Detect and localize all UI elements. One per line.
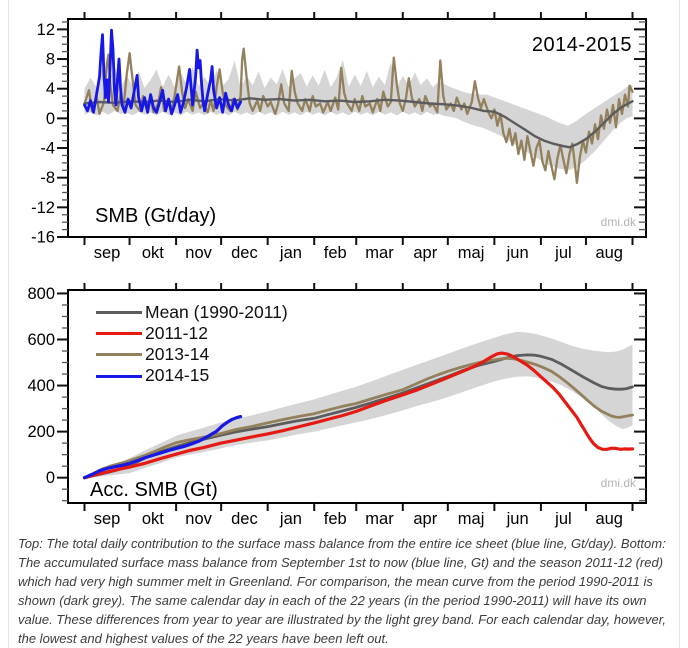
y-tick-label: 0 bbox=[46, 110, 55, 128]
month-label: jun bbox=[506, 244, 529, 262]
daily-smb-chart: -16 -12 -8 -4 0 4 8 12 sep okt nov dec jan feb mar apr m… bbox=[31, 12, 647, 262]
month-label: dec bbox=[231, 244, 258, 262]
season-label: 2014-2015 bbox=[531, 34, 632, 56]
dmi-watermark: dmi.dk bbox=[600, 476, 636, 490]
month-label: nov bbox=[185, 510, 212, 528]
y-tick-label: 600 bbox=[27, 331, 55, 349]
figure-caption: Top: The total daily contribution to the… bbox=[18, 536, 666, 646]
legend-item: 2014-15 bbox=[96, 366, 288, 387]
month-label: sep bbox=[94, 510, 121, 528]
month-label: apr bbox=[413, 510, 437, 528]
y-tick-label: 8 bbox=[46, 51, 55, 69]
legend-line-swatch bbox=[96, 332, 142, 336]
y-tick-label: -8 bbox=[40, 169, 55, 187]
month-label: okt bbox=[142, 244, 164, 262]
series-line-2013-14 bbox=[83, 356, 634, 480]
series-line-2014-15 bbox=[82, 415, 243, 480]
y-tick-label: -4 bbox=[40, 140, 55, 158]
top-axis-title: SMB (Gt/day) bbox=[95, 205, 217, 227]
y-tick-label: 400 bbox=[27, 377, 55, 395]
band-range-1990-2011 bbox=[84, 331, 633, 478]
y-tick-label: 800 bbox=[27, 285, 55, 303]
month-label: dec bbox=[231, 510, 258, 528]
month-label: okt bbox=[142, 510, 164, 528]
month-label: maj bbox=[458, 510, 485, 528]
legend: Mean (1990-2011) 2011-12 2013-14 2014-15 bbox=[96, 302, 288, 387]
month-label: jan bbox=[279, 510, 302, 528]
legend-label: 2011-12 bbox=[145, 323, 208, 344]
month-label: mar bbox=[365, 244, 394, 262]
month-label: aug bbox=[595, 244, 623, 262]
y-tick-label: 200 bbox=[27, 423, 55, 441]
month-label: nov bbox=[185, 244, 212, 262]
month-label: jan bbox=[279, 244, 302, 262]
legend-label: 2014-15 bbox=[145, 365, 210, 386]
month-label: jun bbox=[506, 510, 529, 528]
legend-label: 2013-14 bbox=[145, 344, 210, 365]
month-label: feb bbox=[324, 244, 347, 262]
month-label: jul bbox=[554, 510, 572, 528]
legend-item: 2011-12 bbox=[96, 323, 288, 344]
band-range-1990-2011 bbox=[84, 59, 633, 171]
legend-line-swatch bbox=[96, 374, 142, 378]
y-tick-label: 0 bbox=[46, 469, 55, 487]
bottom-axis-title: Acc. SMB (Gt) bbox=[90, 479, 218, 501]
month-label: aug bbox=[595, 510, 623, 528]
acc-smb-chart: 0 200 400 600 800 sep okt nov dec jan feb mar apr maj… bbox=[27, 283, 647, 528]
legend-line-swatch bbox=[96, 311, 142, 315]
month-label: apr bbox=[413, 244, 437, 262]
legend-label: Mean (1990-2011) bbox=[145, 301, 288, 322]
legend-item: Mean (1990-2011) bbox=[96, 302, 288, 323]
series-line-2014-15 bbox=[83, 28, 243, 116]
dmi-watermark: dmi.dk bbox=[600, 215, 636, 229]
legend-item: 2013-14 bbox=[96, 344, 288, 365]
y-tick-label: 4 bbox=[46, 80, 55, 98]
legend-line-swatch bbox=[96, 353, 142, 357]
series-line-2013-14 bbox=[83, 47, 634, 185]
series-line-2011-12 bbox=[82, 351, 635, 480]
y-tick-label: -16 bbox=[31, 229, 55, 247]
month-label: maj bbox=[458, 244, 485, 262]
series-line-mean-1990-2011- bbox=[83, 97, 634, 149]
month-label: jul bbox=[554, 244, 572, 262]
daily-smb-panel: -16 -12 -8 -4 0 4 8 12 sep okt nov dec jan feb mar apr m… bbox=[0, 0, 688, 268]
month-label: sep bbox=[94, 244, 121, 262]
acc-smb-panel: 0 200 400 600 800 sep okt nov dec jan feb mar apr maj… bbox=[0, 272, 688, 530]
month-label: mar bbox=[365, 510, 394, 528]
month-label: feb bbox=[324, 510, 347, 528]
y-tick-label: -12 bbox=[31, 199, 55, 217]
y-tick-label: 12 bbox=[37, 21, 55, 39]
